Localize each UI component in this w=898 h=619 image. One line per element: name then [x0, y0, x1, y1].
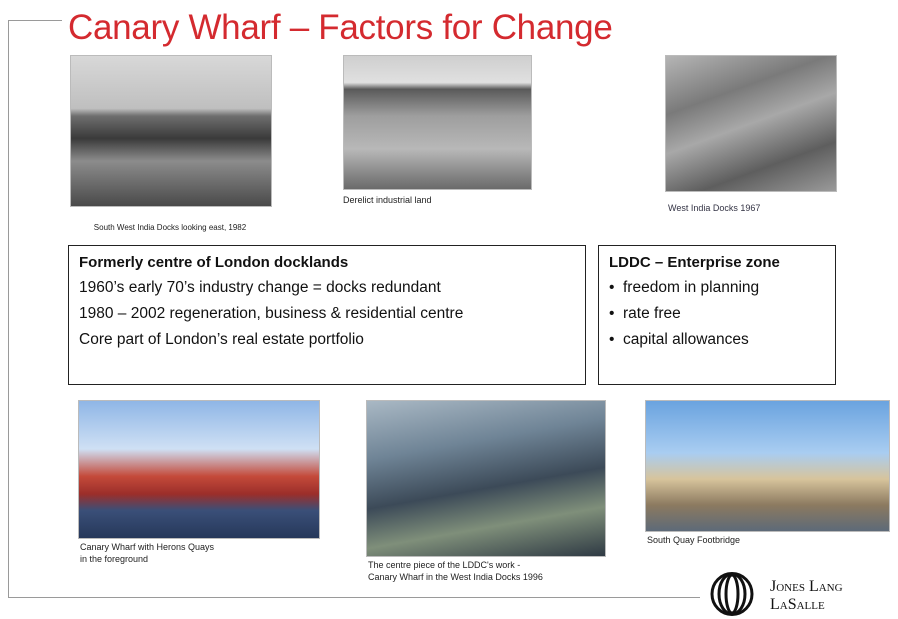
- frame-line: [8, 20, 62, 21]
- caption-line: The centre piece of the LDDC's work -: [368, 560, 521, 570]
- frame-line: [8, 597, 700, 598]
- caption-line: Canary Wharf in the West India Docks 199…: [368, 572, 543, 582]
- box-line: rate free: [609, 305, 825, 323]
- slide-title: Canary Wharf – Factors for Change: [68, 8, 613, 47]
- logo-mark: [710, 572, 754, 616]
- photo: [645, 400, 890, 532]
- box-line: capital allowances: [609, 331, 825, 349]
- photo: [78, 400, 320, 539]
- photo: [343, 55, 532, 190]
- text-box: LDDC – Enterprise zone freedom in plannin…: [598, 245, 836, 385]
- text-box: Formerly centre of London docklands 1960’…: [68, 245, 586, 385]
- photo: [366, 400, 606, 557]
- photo: [70, 55, 272, 207]
- caption-line: West India Docks 1967: [668, 203, 761, 213]
- box-line: 1960’s early 70’s industry change = dock…: [79, 279, 441, 296]
- caption: Canary Wharf with Herons Quays in the for…: [80, 541, 214, 565]
- caption-line: South West India Docks looking east, 198…: [93, 223, 247, 232]
- photo: [665, 55, 837, 192]
- caption-line: in the foreground: [80, 554, 149, 564]
- caption: West India Docks 1967: [668, 202, 760, 214]
- logo-line: Jones Lang: [770, 578, 843, 595]
- caption: South West India Docks looking east, 198…: [70, 222, 270, 234]
- caption: The centre piece of the LDDC's work - Can…: [368, 559, 543, 583]
- box-heading: Formerly centre of London docklands: [79, 254, 349, 271]
- caption-line: Derelict industrial land: [343, 195, 432, 205]
- caption-line: South Quay Footbridge: [647, 535, 741, 545]
- frame-line: [8, 20, 9, 598]
- box-line: 1980 – 2002 regeneration, business & res…: [79, 305, 464, 322]
- logo-text: Jones Lang LaSalle: [770, 578, 843, 614]
- caption: South Quay Footbridge: [647, 534, 740, 546]
- logo-line: LaSalle: [770, 596, 825, 613]
- caption-line: Canary Wharf with Herons Quays: [80, 542, 215, 552]
- caption: Derelict industrial land: [343, 194, 432, 206]
- box-line: Core part of London’s real estate portfo…: [79, 331, 364, 348]
- box-heading: LDDC – Enterprise zone: [609, 254, 780, 271]
- box-line: freedom in planning: [609, 279, 825, 297]
